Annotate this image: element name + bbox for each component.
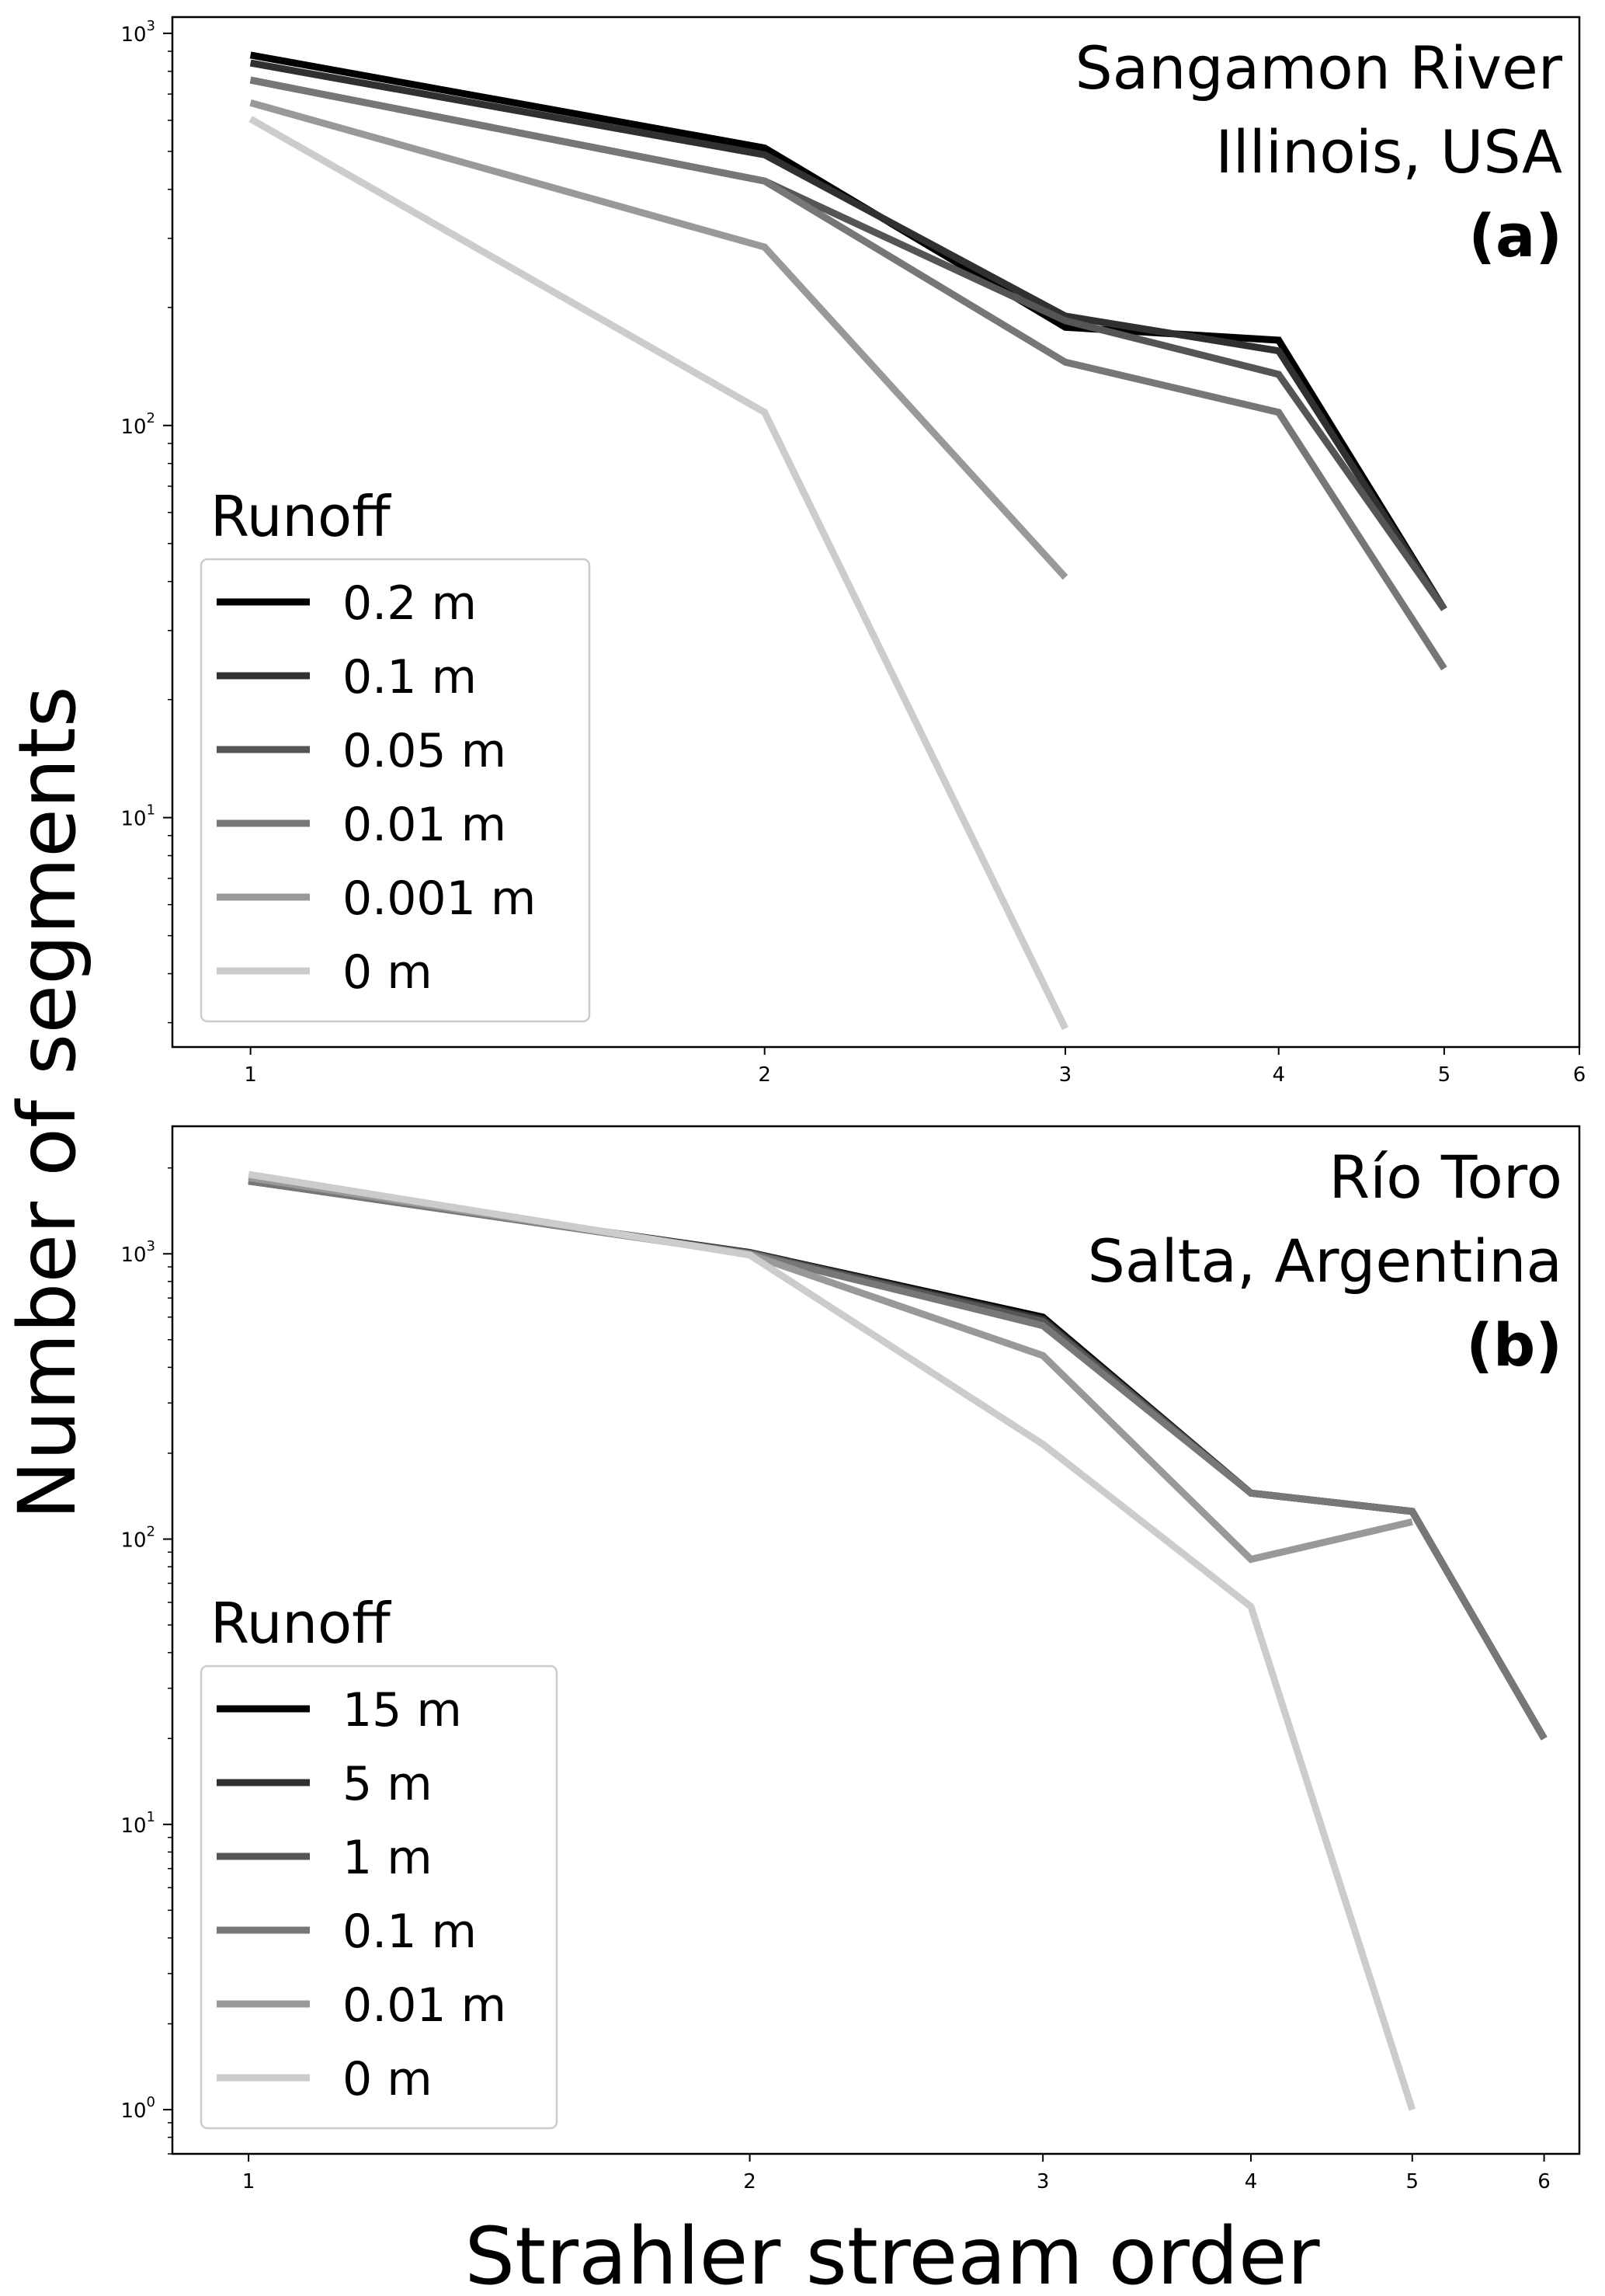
y-tick-label: 102 xyxy=(120,1524,155,1553)
legend-label: 0 m xyxy=(342,2052,433,2106)
chart-title-line: Illinois, USA xyxy=(1215,117,1562,186)
series-line-a-3 xyxy=(249,76,1447,671)
x-tick-label: 5 xyxy=(1406,2170,1419,2193)
panel-a: 1 2 3 4 5 6 101 102 103 Sangamon River Illinois, U… xyxy=(120,16,1586,1087)
x-axis-label: Strahler stream order xyxy=(464,2211,1319,2296)
y-tick-label: 101 xyxy=(120,802,155,831)
series-line-a-5 xyxy=(248,116,1069,1031)
legend-label: 0.05 m xyxy=(342,724,506,778)
legend-label: 5 m xyxy=(342,1757,433,1811)
series-line-b-5 xyxy=(248,1171,1416,2111)
legend-label: 0.01 m xyxy=(342,798,506,852)
y-axis-label: Number of segments xyxy=(2,686,94,1519)
chart-title-line: Río Toro xyxy=(1329,1143,1562,1212)
legend-label: 0.1 m xyxy=(342,1905,477,1959)
legend-label: 0.001 m xyxy=(342,871,536,926)
x-tick-label: 6 xyxy=(1537,2170,1551,2193)
x-tick-label: 6 xyxy=(1573,1063,1586,1087)
series-line-a-0 xyxy=(249,51,1447,611)
x-tick-label: 2 xyxy=(758,1063,771,1087)
legend-label: 0.2 m xyxy=(342,576,477,631)
x-tick-label: 1 xyxy=(242,2170,255,2193)
plot-frame xyxy=(171,1125,1581,2155)
series-line-a-4 xyxy=(249,99,1068,580)
y-tick-label: 102 xyxy=(120,410,155,439)
legend-label: 15 m xyxy=(342,1683,462,1738)
panel-label: (a) xyxy=(1468,201,1562,270)
y-tick-label: 101 xyxy=(120,1809,155,1838)
x-tick-label: 5 xyxy=(1438,1063,1451,1087)
legend-label: 1 m xyxy=(342,1831,433,1885)
plot-frame xyxy=(171,16,1581,1049)
legend-label: 0.01 m xyxy=(342,1978,506,2033)
series-line-a-1 xyxy=(249,59,1447,611)
panel-label: (b) xyxy=(1466,1310,1562,1379)
x-tick-label: 3 xyxy=(1037,2170,1050,2193)
y-tick-label: 100 xyxy=(120,2094,155,2123)
x-tick-label: 3 xyxy=(1059,1063,1072,1087)
x-tick-label: 4 xyxy=(1272,1063,1285,1087)
chart-title-line: Salta, Argentina xyxy=(1088,1226,1562,1296)
legend-title: Runoff xyxy=(210,484,391,549)
y-tick-label: 103 xyxy=(120,18,155,47)
legend-title: Runoff xyxy=(210,1591,391,1656)
y-tick-label: 103 xyxy=(120,1238,155,1267)
panel-b: 1 2 3 4 5 6 100 101 102 103 Río Toro Salta, Argenti… xyxy=(120,1125,1581,2193)
x-tick-label: 1 xyxy=(244,1063,257,1087)
legend-label: 0.1 m xyxy=(342,650,477,704)
x-tick-label: 2 xyxy=(743,2170,756,2193)
legend-label: 0 m xyxy=(342,945,433,1000)
x-tick-label: 4 xyxy=(1245,2170,1258,2193)
chart-title-line: Sangamon River xyxy=(1075,33,1562,103)
